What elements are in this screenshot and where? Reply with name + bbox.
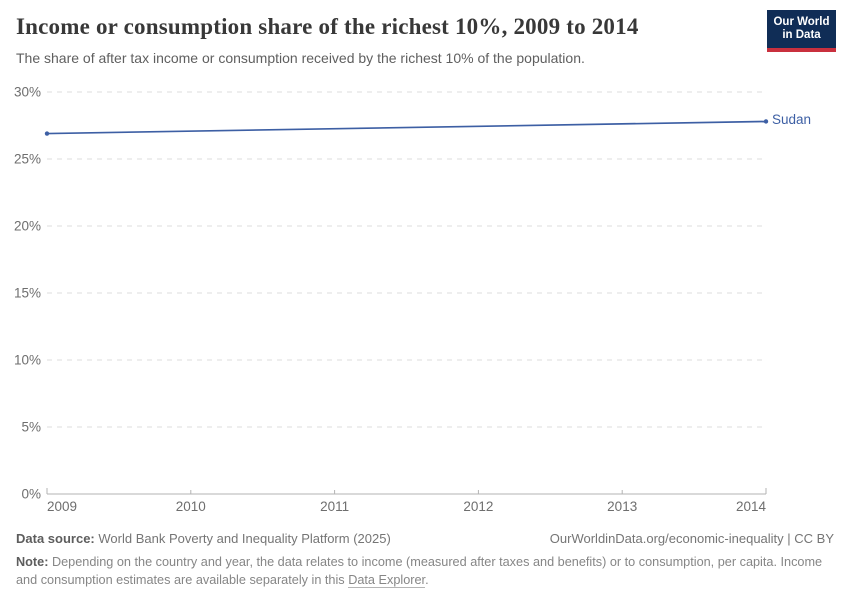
- y-axis-tick-label: 0%: [21, 487, 41, 502]
- attribution-link[interactable]: OurWorldinData.org/economic-inequality |…: [549, 531, 834, 546]
- x-axis-tick-label: 2014: [736, 499, 767, 514]
- y-axis-tick-label: 30%: [14, 85, 41, 100]
- chart-subtitle: The share of after tax income or consump…: [16, 50, 585, 66]
- data-explorer-link[interactable]: Data Explorer: [348, 573, 426, 589]
- owid-logo-line2: in Data: [782, 29, 821, 41]
- chart-footer: Data source: World Bank Poverty and Ineq…: [16, 531, 834, 589]
- series-label-sudan[interactable]: Sudan: [772, 112, 812, 128]
- owid-logo: Our World in Data: [767, 10, 836, 52]
- x-axis-tick-label: 2012: [463, 499, 493, 514]
- y-axis-tick-label: 5%: [21, 420, 41, 435]
- chart-note: Note: Depending on the country and year,…: [16, 553, 834, 589]
- data-source: Data source: World Bank Poverty and Ineq…: [16, 531, 391, 546]
- y-axis-tick-label: 10%: [14, 353, 41, 368]
- x-axis-tick-label: 2010: [176, 499, 206, 514]
- x-axis-tick-label: 2011: [320, 499, 349, 514]
- data-source-label: Data source:: [16, 531, 95, 546]
- chart-title: Income or consumption share of the riche…: [16, 14, 639, 39]
- x-axis-tick-label: 2009: [47, 499, 77, 514]
- y-axis-tick-label: 25%: [14, 152, 41, 167]
- series-point: [44, 131, 50, 136]
- note-text: Depending on the country and year, the d…: [16, 555, 823, 588]
- series-point: [763, 119, 769, 124]
- note-label: Note:: [16, 555, 49, 569]
- data-source-value: World Bank Poverty and Inequality Platfo…: [98, 531, 391, 546]
- note-suffix: .: [425, 573, 429, 588]
- x-axis-tick-label: 2013: [607, 499, 637, 514]
- series-line-sudan[interactable]: [46, 120, 767, 135]
- owid-logo-line1: Our World: [773, 15, 830, 28]
- y-axis-tick-label: 20%: [14, 219, 41, 234]
- y-axis-tick-label: 15%: [14, 286, 41, 301]
- line-chart-canvas: 0% 5% 10% 15% 20% 25% 30% 2009 2010 2011 2012 2013 2…: [14, 85, 769, 514]
